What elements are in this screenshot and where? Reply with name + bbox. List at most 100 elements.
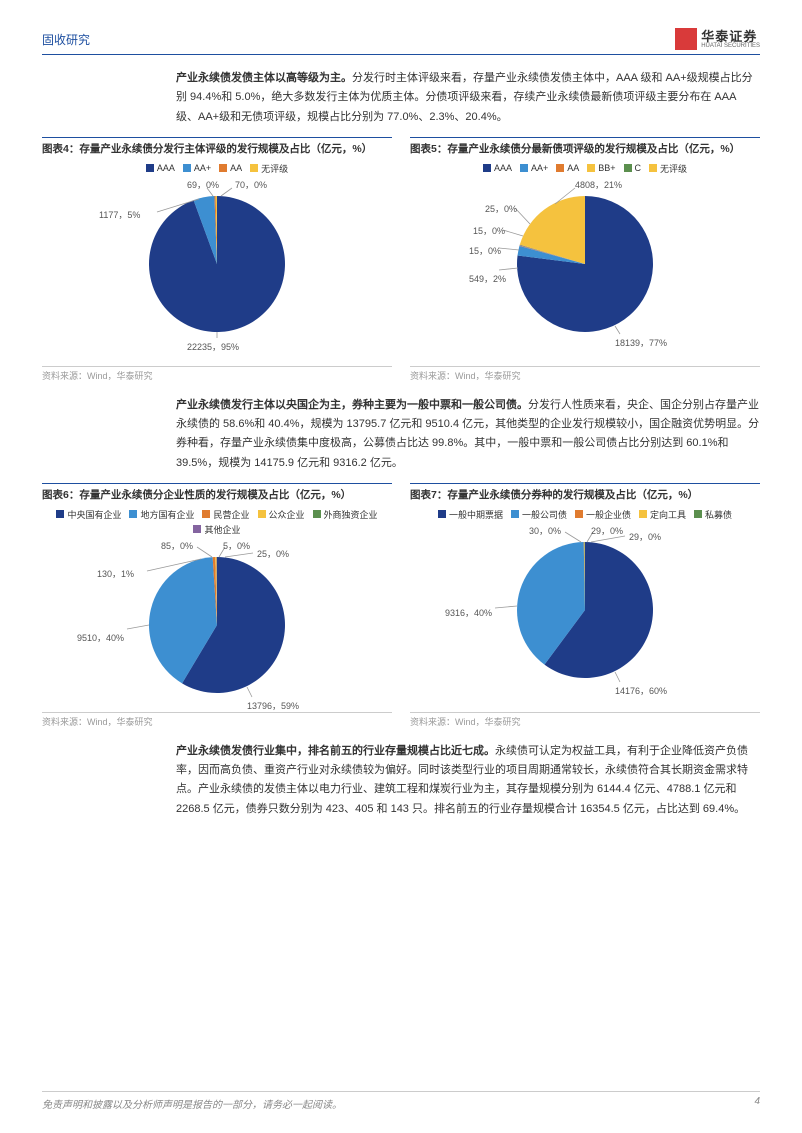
pie-label: 69，0%	[187, 178, 219, 191]
chart4-source: 资料来源：Wind，华泰研究	[42, 366, 392, 382]
legend-swatch	[219, 164, 227, 172]
legend-swatch	[520, 164, 528, 172]
paragraph-3: 产业永续债发债行业集中，排名前五的行业存量规模占比近七成。永续债可认定为权益工具…	[176, 742, 760, 819]
legend-label: 无评级	[261, 162, 288, 175]
legend-item: 一般公司债	[511, 508, 567, 521]
legend-label: 一般企业债	[586, 508, 631, 521]
legend-item: 无评级	[649, 162, 687, 175]
legend-swatch	[587, 164, 595, 172]
company-logo: 华泰证券 HUATAI SECURITIES	[675, 28, 760, 50]
legend-item: 一般中期票据	[438, 508, 503, 521]
chart5-title: 图表5：存量产业永续债分最新债项评级的发行规模及占比（亿元，%）	[410, 137, 760, 156]
legend-swatch	[202, 510, 210, 518]
legend-item: AA	[556, 162, 579, 175]
logo-mark	[675, 28, 697, 50]
legend-swatch	[694, 510, 702, 518]
legend-swatch	[575, 510, 583, 518]
legend-label: AA	[230, 163, 242, 173]
legend-label: C	[635, 163, 642, 173]
legend-label: AAA	[494, 163, 512, 173]
pie-label: 29，0%	[629, 530, 661, 543]
legend-label: 地方国有企业	[140, 508, 194, 521]
pie-label: 18139，77%	[615, 336, 667, 349]
pie-label: 25，0%	[257, 547, 289, 560]
legend-item: 私募债	[694, 508, 732, 521]
legend-swatch	[250, 164, 258, 172]
legend-swatch	[556, 164, 564, 172]
pie-label: 22235，95%	[187, 340, 239, 353]
legend-item: 公众企业	[258, 508, 305, 521]
pie-label: 9510，40%	[77, 631, 124, 644]
pie-label: 85，0%	[161, 539, 193, 552]
pie-label: 4808，21%	[575, 178, 622, 191]
legend-item: 民营企业	[202, 508, 249, 521]
chart4-title: 图表4：存量产业永续债分发行主体评级的发行规模及占比（亿元，%）	[42, 137, 392, 156]
chart5-legend: AAA AA+ AA BB+ C 无评级	[410, 158, 760, 177]
pie-label: 30，0%	[529, 524, 561, 537]
legend-swatch	[438, 510, 446, 518]
pie-label: 9316，40%	[445, 606, 492, 619]
chart7-legend: 一般中期票据 一般公司债 一般企业债 定向工具 私募债	[410, 504, 760, 523]
legend-item: 外商独资企业	[313, 508, 378, 521]
legend-item: BB+	[587, 162, 615, 175]
pie-label: 5，0%	[223, 539, 250, 552]
chart5: AAAAA+AABB+C无评级 4808，21%25，0%15，0%15，0%5…	[410, 158, 760, 364]
legend-swatch	[193, 525, 201, 533]
legend-label: AA+	[194, 163, 211, 173]
legend-swatch	[639, 510, 647, 518]
paragraph-2: 产业永续债发行主体以央国企为主，券种主要为一般中票和一般公司债。分发行人性质来看…	[176, 396, 760, 473]
legend-item: 一般企业债	[575, 508, 631, 521]
section-label: 固收研究	[42, 31, 90, 48]
legend-swatch	[649, 164, 657, 172]
legend-swatch	[146, 164, 154, 172]
chart7-source: 资料来源：Wind，华泰研究	[410, 712, 760, 728]
chart6-title: 图表6：存量产业永续债分企业性质的发行规模及占比（亿元，%）	[42, 483, 392, 502]
legend-label: 定向工具	[650, 508, 686, 521]
legend-swatch	[483, 164, 491, 172]
para3-bold: 产业永续债发债行业集中，排名前五的行业存量规模占比近七成。	[176, 745, 495, 757]
logo-text-en: HUATAI SECURITIES	[701, 43, 760, 49]
legend-label: 无评级	[660, 162, 687, 175]
pie-label: 29，0%	[591, 524, 623, 537]
legend-item: 定向工具	[639, 508, 686, 521]
legend-item: AAA	[483, 162, 512, 175]
para1-bold: 产业永续债发债主体以高等级为主。	[176, 72, 352, 84]
disclaimer: 免责声明和披露以及分析师声明是报告的一部分，请务必一起阅读。	[42, 1096, 342, 1111]
legend-label: 民营企业	[213, 508, 249, 521]
legend-label: 一般公司债	[522, 508, 567, 521]
legend-label: 一般中期票据	[449, 508, 503, 521]
pie-label: 70，0%	[235, 178, 267, 191]
chart6: 中央国有企业地方国有企业民营企业公众企业外商独资企业其他企业 85，0%5，0%…	[42, 504, 392, 710]
legend-swatch	[258, 510, 266, 518]
pie-label: 14176，60%	[615, 684, 667, 697]
legend-swatch	[624, 164, 632, 172]
legend-item: 中央国有企业	[56, 508, 121, 521]
logo-text-cn: 华泰证券	[701, 30, 760, 43]
para2-bold: 产业永续债发行主体以央国企为主，券种主要为一般中票和一般公司债。	[176, 399, 528, 411]
legend-item: C	[624, 162, 642, 175]
chart5-source: 资料来源：Wind，华泰研究	[410, 366, 760, 382]
legend-label: 私募债	[705, 508, 732, 521]
chart7-title: 图表7：存量产业永续债分券种的发行规模及占比（亿元，%）	[410, 483, 760, 502]
pie-label: 15，0%	[469, 244, 501, 257]
chart6-source: 资料来源：Wind，华泰研究	[42, 712, 392, 728]
pie-label: 130，1%	[97, 567, 134, 580]
legend-label: AA	[567, 163, 579, 173]
paragraph-1: 产业永续债发债主体以高等级为主。分发行时主体评级来看，存量产业永续债发债主体中，…	[176, 69, 760, 127]
pie-chart	[42, 538, 392, 712]
legend-item: 无评级	[250, 162, 288, 175]
chart7: 一般中期票据 一般公司债 一般企业债 定向工具 私募债 30，0% 29，0% 29，0% 9…	[410, 504, 760, 710]
page-number: 4	[754, 1096, 760, 1111]
legend-item: 地方国有企业	[129, 508, 194, 521]
legend-swatch	[129, 510, 137, 518]
legend-swatch	[183, 164, 191, 172]
pie-chart	[410, 177, 760, 351]
chart4: AAAAA+AA无评级 69，0%70，0%1177，5%22235，95%	[42, 158, 392, 364]
pie-label: 25，0%	[485, 202, 517, 215]
legend-label: AA+	[531, 163, 548, 173]
legend-swatch	[313, 510, 321, 518]
pie-chart	[42, 177, 392, 351]
legend-label: 公众企业	[269, 508, 305, 521]
pie-label: 1177，5%	[99, 208, 140, 221]
chart4-legend: AAAAA+AA无评级	[42, 158, 392, 177]
